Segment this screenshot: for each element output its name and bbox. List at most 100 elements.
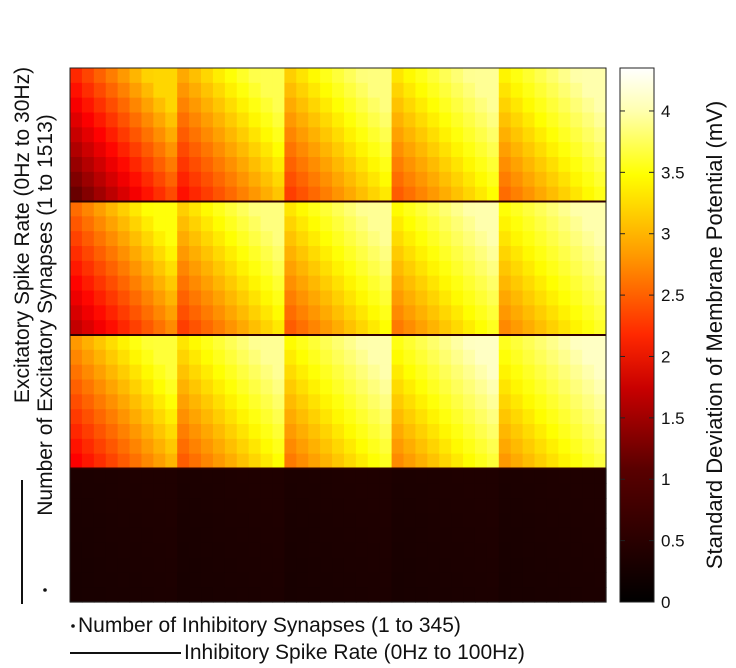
heatmap-cell [296, 157, 309, 173]
heatmap-cell [308, 335, 321, 351]
heatmap-cell [474, 305, 488, 321]
heatmap-cell [201, 394, 214, 410]
heatmap-cell [93, 394, 107, 410]
heatmap-cell [415, 542, 428, 559]
heatmap-cell [201, 201, 214, 217]
heatmap-cell [522, 557, 536, 573]
heatmap-cell [224, 82, 238, 99]
heatmap-cell [177, 142, 190, 158]
heatmap-cell [236, 68, 250, 84]
heatmap-cell [81, 320, 95, 336]
heatmap-cell [403, 186, 417, 203]
heatmap-cell [117, 246, 131, 262]
heatmap-cell [332, 82, 345, 99]
heatmap-cell [594, 290, 607, 306]
heatmap-cell [510, 275, 524, 292]
heatmap-cell [93, 82, 107, 99]
heatmap-cell [534, 587, 548, 603]
heatmap-cell [308, 364, 321, 381]
heatmap-cell [367, 409, 381, 425]
heatmap-cell [510, 394, 524, 410]
heatmap-cell [105, 275, 119, 292]
heatmap-cell [379, 453, 393, 470]
heatmap-cell [391, 364, 405, 381]
heatmap-cell [141, 349, 154, 366]
heatmap-cell [391, 587, 405, 603]
heatmap-cell [141, 68, 154, 84]
heatmap-cell [81, 498, 95, 514]
heatmap-cell [70, 231, 83, 247]
heatmap-cell [343, 349, 357, 366]
heatmap-cell [510, 483, 524, 499]
heatmap-cell [308, 438, 321, 455]
heatmap-cell [570, 364, 583, 381]
heatmap-cell [379, 246, 393, 262]
heatmap-cell [546, 483, 559, 499]
heatmap-cell [260, 68, 274, 84]
heatmap-cell [582, 424, 595, 440]
heatmap-cell [546, 171, 559, 188]
heatmap-cell [403, 572, 417, 588]
heatmap-cell [594, 275, 607, 292]
heatmap-cell [367, 216, 381, 232]
heatmap-cell [570, 557, 583, 573]
heatmap-cell [189, 97, 202, 114]
heatmap-cell [474, 527, 488, 544]
heatmap-cell [189, 216, 202, 232]
heatmap-cell [367, 305, 381, 321]
heatmap-cell [248, 157, 262, 173]
heatmap-cell [391, 127, 405, 143]
heatmap-cell [117, 305, 131, 321]
heatmap-cell [129, 216, 143, 232]
heatmap-cell [486, 513, 500, 529]
heatmap-panel [177, 68, 285, 203]
heatmap-cell [224, 557, 238, 573]
heatmap-cell [153, 498, 166, 514]
heatmap-cell [236, 201, 250, 217]
heatmap-cell [296, 246, 309, 262]
heatmap-cell [165, 527, 178, 544]
heatmap-cell [510, 513, 524, 529]
heatmap-cell [510, 246, 524, 262]
heatmap-cell [498, 557, 512, 573]
heatmap-cell [129, 157, 143, 173]
heatmap-cell [391, 157, 405, 173]
heatmap-cell [177, 320, 190, 336]
heatmap-cell [117, 201, 131, 217]
heatmap-cell [296, 468, 309, 484]
heatmap-cell [343, 290, 357, 306]
heatmap-cell [439, 557, 452, 573]
heatmap-cell [498, 142, 512, 158]
heatmap-cell [367, 275, 381, 292]
heatmap-cell [224, 513, 238, 529]
heatmap-cell [320, 379, 333, 395]
heatmap-cell [451, 320, 464, 336]
heatmap-cell [177, 231, 190, 247]
heatmap-cell [594, 201, 607, 217]
heatmap-cell [439, 587, 452, 603]
heatmap-cell [367, 142, 381, 158]
heatmap-cell [379, 231, 393, 247]
heatmap-cell [522, 468, 536, 484]
heatmap-cell [320, 542, 333, 559]
heatmap-cell [510, 364, 524, 381]
heatmap-cell [308, 572, 321, 588]
heatmap-cell [474, 483, 488, 499]
heatmap-cell [177, 572, 190, 588]
heatmap-cell [594, 438, 607, 455]
heatmap-cell [343, 542, 357, 559]
heatmap-cell [558, 424, 571, 440]
heatmap-cell [510, 438, 524, 455]
heatmap-cell [522, 186, 536, 203]
heatmap-cell [332, 290, 345, 306]
heatmap-cell [153, 142, 166, 158]
heatmap-cell [546, 142, 559, 158]
heatmap-cell [355, 349, 369, 366]
heatmap-cell [463, 513, 476, 529]
heatmap-cell [427, 468, 440, 484]
heatmap-cell [403, 275, 417, 292]
heatmap-cell [81, 186, 95, 203]
heatmap-cell [379, 68, 393, 84]
heatmap-cell [379, 305, 393, 321]
heatmap-cell [391, 572, 405, 588]
